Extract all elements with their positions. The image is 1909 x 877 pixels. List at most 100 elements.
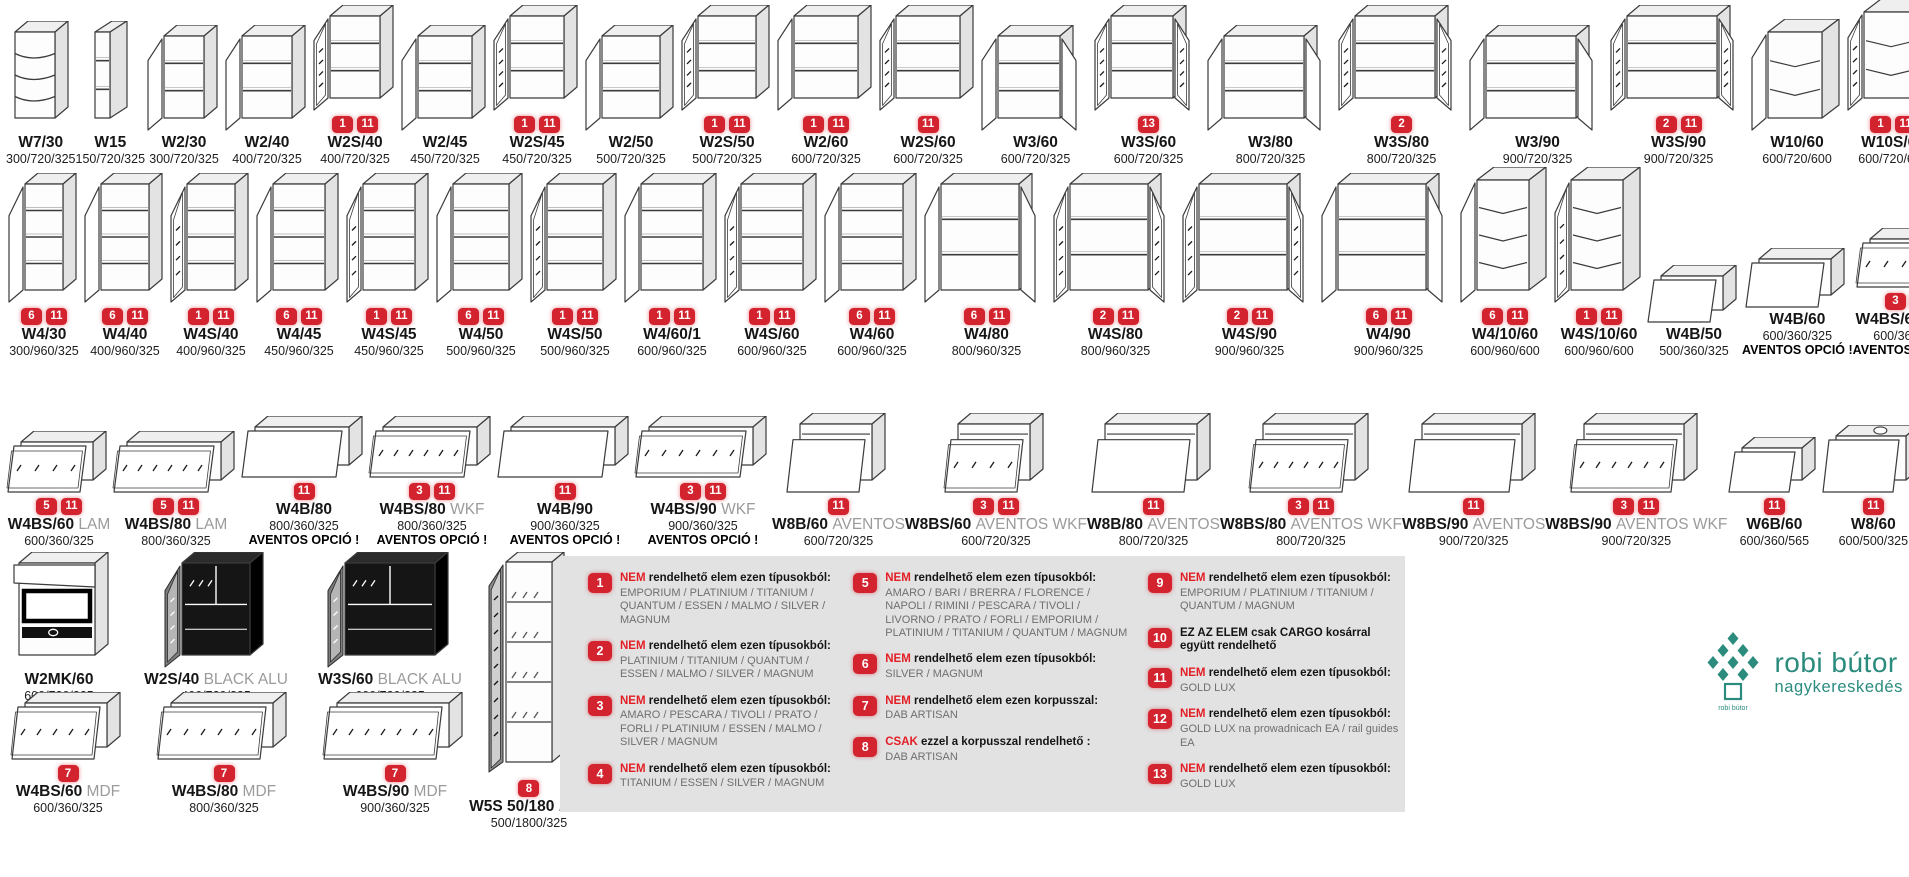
cabinet-model: W2/60	[803, 133, 849, 151]
cabinet-model: W4BS/60 MDF	[15, 783, 121, 800]
cabinet-dimensions: 600/500/325	[1838, 533, 1909, 548]
badge-3: 3	[972, 497, 994, 515]
cabinet-item: 13 W3S/60 600/720/325	[1092, 4, 1205, 166]
cabinet-model: W2/50	[608, 133, 654, 151]
cabinet-row-960: 6 11 W4/30 300/960/325 6 11 W4/40 400/960/325 1 1…	[0, 166, 1909, 358]
badge-row: 7	[213, 765, 235, 782]
cabinet-icon	[241, 415, 363, 478]
cabinet-note: AVENTOS OPCIÓ !	[509, 533, 621, 547]
cabinet-model: W6B/60	[1746, 515, 1803, 533]
cabinet-model: W2S/40 BLACK ALU	[144, 671, 288, 688]
cabinet-model: W3S/60	[1120, 133, 1177, 151]
cabinet-dimensions: 600/960/325	[737, 343, 807, 358]
cabinet-icon	[1745, 247, 1845, 308]
badge-row: 1 11	[649, 307, 695, 325]
cabinet-row-720: W7/30 300/720/325 W15 150/720/325 W2/30 300/7…	[0, 0, 1909, 166]
cabinet-icon	[724, 172, 817, 303]
badge-row: 6 11	[1365, 307, 1412, 325]
legend-badge-9: 9	[1147, 573, 1172, 593]
cabinet-item: 2 W3S/80 800/720/325	[1336, 4, 1467, 166]
cabinet-model: W4/45	[276, 325, 322, 343]
cabinet-model-suffix: AVENTOS	[1147, 515, 1220, 533]
legend-head: NEM rendelhető elem ezen típusokból:	[885, 653, 1097, 666]
cabinet-drawing	[943, 412, 1049, 496]
cabinet-model: W2/30	[161, 133, 207, 151]
cabinet-dimensions: 500/960/325	[446, 343, 516, 358]
mdf-flap-cabinets: 7 W4BS/60 MDF 600/360/325 7 W4BS/80 MDF 800/3…	[10, 691, 468, 815]
cabinet-dimensions: 600/720/325	[893, 151, 963, 166]
cabinet-drawing	[775, 4, 877, 114]
cabinet-model: W4/40	[102, 325, 148, 343]
cabinet-drawing	[785, 412, 891, 496]
cabinet-note: AVENTOS OPCIÓ !	[248, 533, 360, 547]
badge-row: 2 11	[1092, 307, 1139, 325]
cabinet-dimensions: 900/360/325	[360, 800, 430, 815]
cabinet-model-suffix: AVENTOS	[832, 515, 905, 533]
badge-row: 1 11	[803, 115, 850, 133]
cabinet-icon	[1569, 412, 1698, 493]
cabinet-drawing	[1336, 4, 1467, 114]
badge-row: 6 11	[458, 307, 504, 325]
legend-badge-1: 1	[588, 573, 612, 593]
cabinet-icon	[346, 172, 429, 303]
cabinet-model: W10/60	[1770, 133, 1824, 151]
legend-body: GOLD LUX	[1179, 682, 1236, 694]
cabinet-icon	[786, 412, 887, 493]
cabinet-icon	[1094, 4, 1190, 111]
cabinet-item: 6 11 W4/50 500/960/325	[434, 172, 528, 358]
cabinet-dimensions: 800/720/325	[1366, 151, 1437, 166]
cabinet-item: 1 11 W4S/50 500/960/325	[528, 172, 622, 358]
cabinet-drawing	[1090, 412, 1216, 496]
legend-text: EZ AZ ELEM csak CARGO kosárral együtt re…	[1180, 627, 1405, 655]
legend-body: EMPORIUM / PLATINIUM / TITANIUM / QUANTU…	[620, 586, 826, 626]
badge-11: 11	[301, 307, 322, 325]
cabinet-icon	[1751, 18, 1840, 131]
cabinet-item: W2/40 400/720/325	[223, 24, 311, 166]
legend-head: NEM rendelhető elem ezen típusokból:	[1179, 667, 1391, 680]
cabinet-model: W2S/40	[327, 133, 383, 151]
cabinet-icon	[401, 24, 486, 131]
cabinet-model-suffix: AVENTOS WKF	[1290, 515, 1402, 533]
cabinet-drawing	[877, 4, 979, 114]
badge-row: 2	[1391, 115, 1413, 133]
cabinet-icon	[585, 24, 674, 131]
cabinet-item: 11 W4B/80 800/360/325 AVENTOS OPCIÓ !	[240, 415, 368, 548]
cabinet-model: W4B/80	[276, 500, 332, 518]
badge-11: 11	[774, 307, 795, 325]
badge-11: 11	[577, 307, 598, 325]
cabinet-item: W15 150/720/325	[76, 20, 145, 166]
cabinet-model: W4BS/60 WKF	[1855, 310, 1909, 328]
cabinet-drawing	[679, 4, 775, 114]
cabinet-item: W2S/40 BLACK ALU400/720/325	[144, 551, 288, 703]
legend-badge-8: 8	[853, 736, 878, 757]
cabinet-item: 7 W4BS/60 MDF 600/360/325	[10, 691, 126, 815]
cabinet-item: 6 11 W4/80 800/960/325	[922, 172, 1051, 358]
cabinet-drawing	[1821, 424, 1909, 496]
cabinet-dimensions: 900/960/325	[1214, 343, 1285, 358]
badge-11: 11	[357, 115, 379, 133]
cabinet-model-suffix: AVENTOS WKF	[975, 515, 1087, 533]
cabinet-model: W3/80	[1248, 133, 1293, 151]
badge-11: 11	[391, 307, 412, 325]
cabinet-model: W4S/45	[361, 325, 417, 343]
cabinet-item: 5 11 W4BS/80 LAM 800/360/325	[112, 430, 240, 548]
cabinet-drawing	[487, 551, 570, 778]
badge-13: 13	[1138, 115, 1160, 133]
badge-1: 1	[704, 115, 726, 133]
legend-body: DAB ARTISAN	[885, 750, 958, 763]
cabinet-dimensions: 600/360/325	[1762, 328, 1833, 343]
legend-lead: EZ AZ ELEM	[1179, 626, 1248, 639]
cabinet-icon	[943, 412, 1044, 493]
legend-badge-6: 6	[853, 654, 878, 675]
cabinet-model: W4S/90	[1221, 325, 1278, 343]
legend-head: NEM rendelhető elem ezen típusokból:	[1179, 763, 1391, 776]
cabinet-drawing	[254, 172, 344, 306]
badge-row: 7	[384, 765, 406, 782]
cabinet-icon	[10, 691, 121, 760]
legend-column: 5 NEM rendelhető elem ezen típusokból: AMA…	[853, 572, 1130, 812]
legend-text: NEM rendelhető elem ezen korpusszal: DAB …	[885, 695, 1130, 723]
legend-head: NEM rendelhető elem ezen korpusszal:	[885, 694, 1099, 707]
badge-6: 6	[963, 307, 985, 325]
badge-11: 11	[828, 115, 850, 133]
